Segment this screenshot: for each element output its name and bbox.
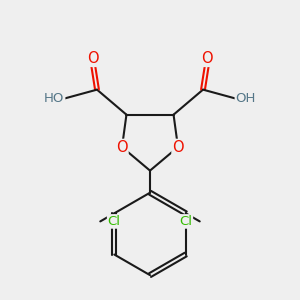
Text: Cl: Cl bbox=[179, 215, 192, 228]
Text: O: O bbox=[172, 140, 184, 154]
Text: O: O bbox=[87, 51, 98, 66]
Text: O: O bbox=[202, 51, 213, 66]
Text: HO: HO bbox=[44, 92, 64, 105]
Text: O: O bbox=[116, 140, 128, 154]
Text: OH: OH bbox=[236, 92, 256, 105]
Text: Cl: Cl bbox=[108, 215, 121, 228]
